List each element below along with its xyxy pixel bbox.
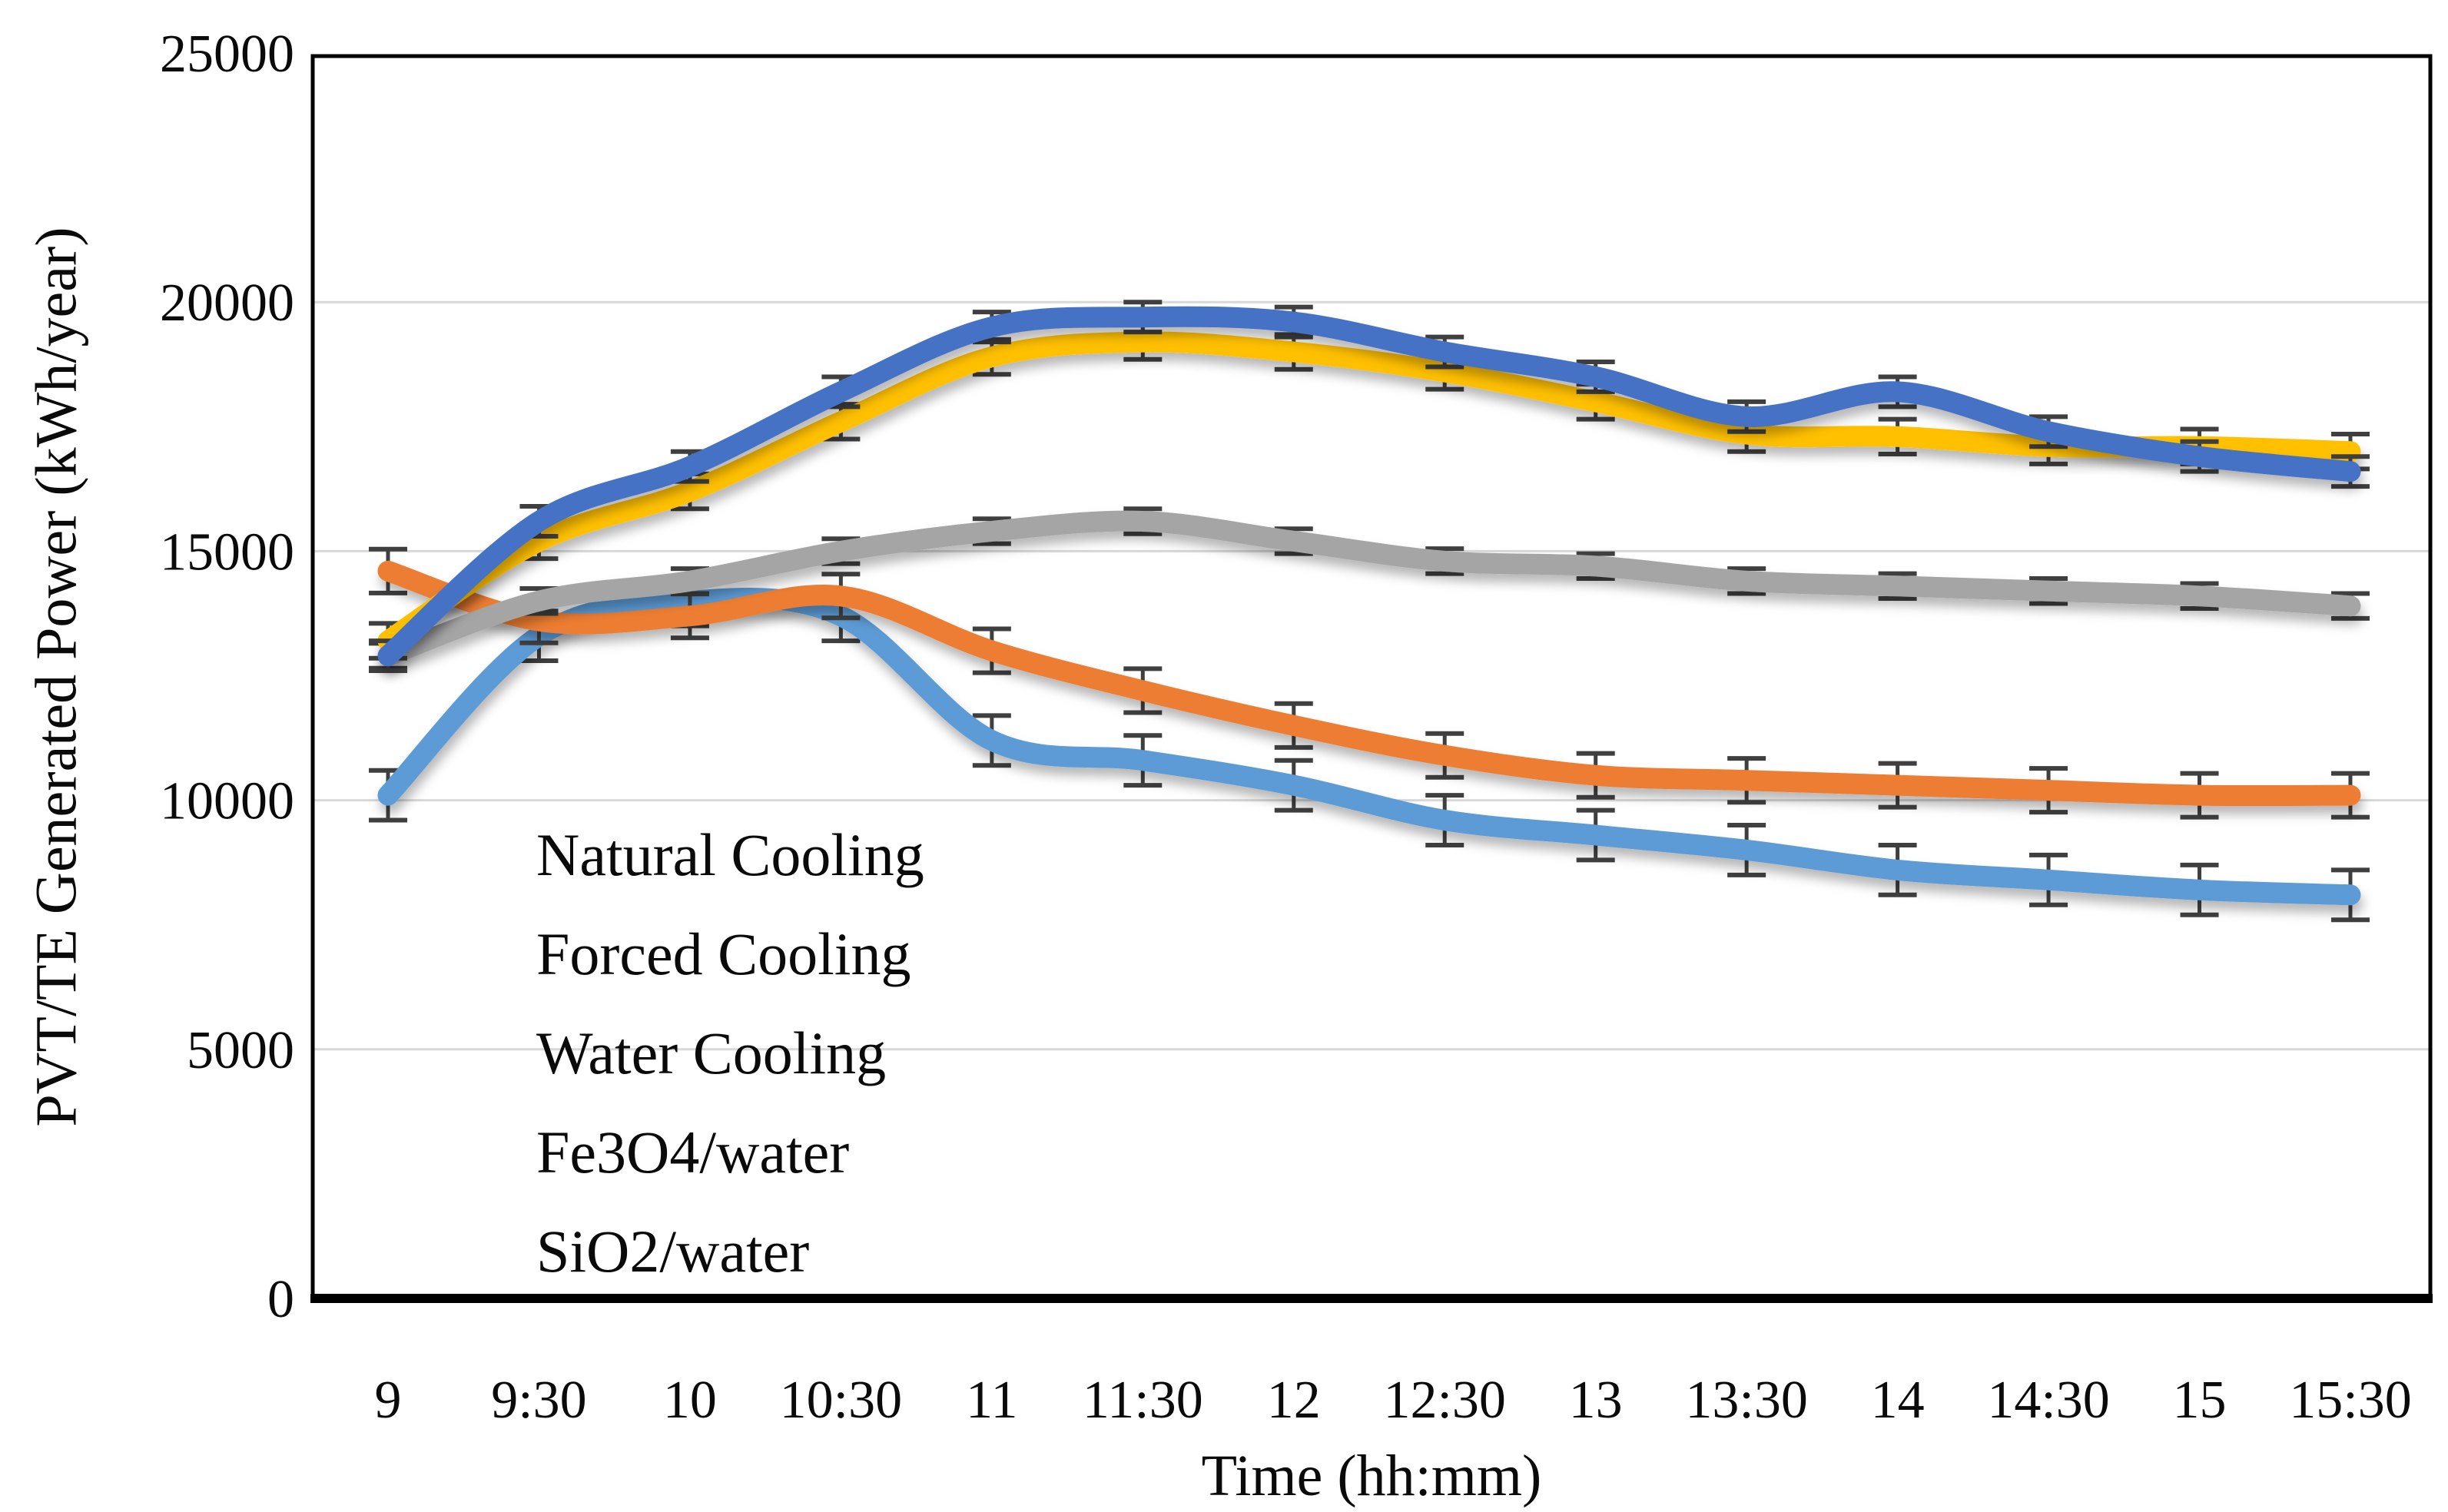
series-line-sio2-water — [377, 306, 2361, 667]
y-tick-label-0: 0 — [267, 1270, 294, 1329]
legend-item-sio2-water: SiO2/water — [364, 1218, 809, 1285]
legend-label-forced-cooling: Forced Cooling — [536, 920, 911, 987]
x-tick-label-9-30: 9:30 — [491, 1371, 586, 1430]
x-tick-label-9: 9 — [375, 1371, 402, 1430]
y-tick-label-5000: 5000 — [187, 1021, 294, 1080]
series-water-cooling — [369, 506, 2370, 671]
legend-label-natural-cooling: Natural Cooling — [536, 821, 924, 888]
x-tick-label-15-30: 15:30 — [2289, 1371, 2411, 1430]
y-axis-title: PVT/TE Generated Power (kWh/year) — [24, 227, 89, 1127]
x-tick-label-14-30: 14:30 — [1987, 1371, 2109, 1430]
x-tick-label-10-30: 10:30 — [780, 1371, 902, 1430]
legend-item-natural-cooling: Natural Cooling — [364, 821, 924, 888]
series-line-forced-cooling — [377, 560, 2361, 807]
series-line-water-cooling — [377, 510, 2361, 667]
plot-border — [310, 54, 2433, 1301]
y-tick-label-10000: 10000 — [160, 772, 294, 831]
x-tick-label-11: 11 — [966, 1371, 1017, 1430]
series-sio2-water — [369, 300, 2370, 674]
x-tick-label-10: 10 — [663, 1371, 717, 1430]
series-forced-cooling — [369, 546, 2370, 820]
series-line-fe3o4-water — [377, 331, 2361, 652]
x-tick-label-12: 12 — [1267, 1371, 1321, 1430]
legend-item-water-cooling: Water Cooling — [364, 1020, 886, 1086]
x-tick-label-11-30: 11:30 — [1083, 1371, 1203, 1430]
legend: Natural Cooling Forced Cooling Water Cooli… — [364, 821, 924, 1285]
y-tick-label-25000: 25000 — [160, 25, 294, 84]
y-tick-label-20000: 20000 — [160, 274, 294, 333]
x-tick-label-15: 15 — [2173, 1371, 2227, 1430]
x-axis-title: Time (hh:mm) — [1201, 1444, 1542, 1508]
x-tick-label-14: 14 — [1871, 1371, 1925, 1430]
series-layer — [369, 300, 2370, 923]
y-tick-label-15000: 15000 — [160, 522, 294, 582]
legend-label-water-cooling: Water Cooling — [536, 1020, 886, 1086]
plot-frame-layer — [310, 54, 2433, 1303]
tick-labels-layer: 0 5000 10000 15000 20000 25000 9 9:30 10 10:30 11 1… — [160, 25, 2412, 1430]
x-tick-label-13-30: 13:30 — [1685, 1371, 1807, 1430]
legend-label-sio2-water: SiO2/water — [536, 1218, 809, 1285]
legend-item-fe3o4-water: Fe3O4/water — [364, 1119, 849, 1185]
x-tick-label-12-30: 12:30 — [1383, 1371, 1505, 1430]
legend-label-fe3o4-water: Fe3O4/water — [536, 1119, 849, 1185]
x-tick-label-13: 13 — [1569, 1371, 1623, 1430]
legend-item-forced-cooling: Forced Cooling — [364, 920, 911, 987]
